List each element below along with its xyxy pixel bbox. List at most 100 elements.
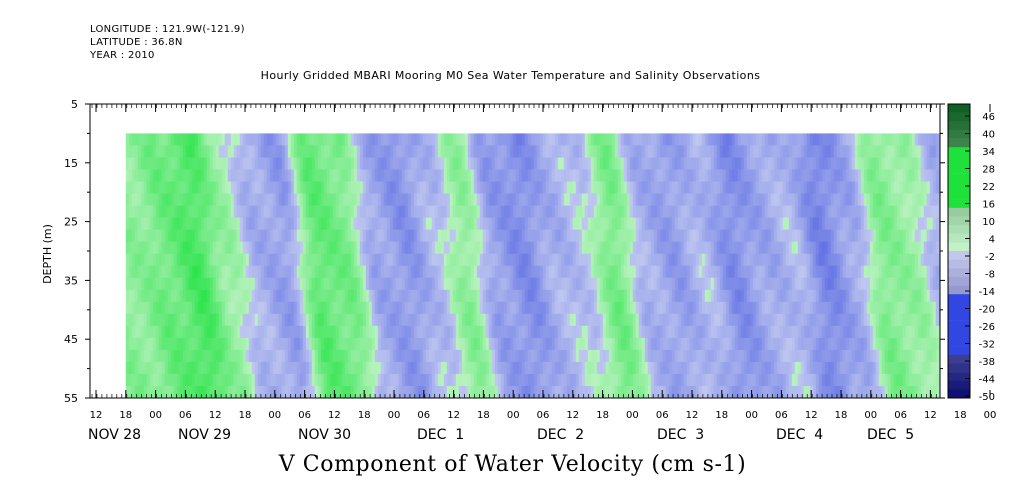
heatmap-cell (404, 277, 409, 291)
heatmap-cell (767, 373, 772, 387)
heatmap-cell (575, 229, 580, 242)
heatmap-cell (152, 289, 157, 303)
heatmap-cell (548, 313, 553, 327)
heatmap-cell (623, 205, 628, 218)
heatmap-cell (689, 277, 694, 291)
heatmap-cell (206, 361, 211, 375)
heatmap-cell (329, 205, 334, 218)
heatmap-cell (635, 229, 640, 242)
heatmap-cell (455, 157, 460, 170)
heatmap-cell (611, 193, 616, 206)
heatmap-cell (635, 325, 640, 339)
heatmap-cell (548, 145, 553, 158)
heatmap-cell (449, 133, 454, 146)
heatmap-cell (344, 325, 349, 339)
heatmap-cell (353, 337, 358, 351)
heatmap-cell (389, 386, 394, 399)
heatmap-cell (191, 193, 196, 206)
heatmap-cell (602, 157, 607, 170)
heatmap-cell (482, 145, 487, 158)
heatmap-cell (683, 229, 688, 242)
heatmap-cell (602, 205, 607, 218)
heatmap-cell (311, 181, 316, 194)
heatmap-cell (338, 133, 343, 146)
heatmap-cell (602, 337, 607, 351)
heatmap-cell (398, 265, 403, 279)
heatmap-cell (581, 325, 586, 339)
heatmap-cell (635, 145, 640, 158)
heatmap-cell (161, 169, 166, 182)
heatmap-cell (209, 386, 214, 399)
heatmap-cell (296, 133, 301, 146)
heatmap-cell (788, 253, 793, 267)
heatmap-cell (134, 169, 139, 182)
heatmap-cell (272, 277, 277, 291)
heatmap-cell (749, 193, 754, 206)
heatmap-cell (152, 157, 157, 170)
heatmap-cell (575, 337, 580, 351)
heatmap-cell (797, 145, 802, 158)
heatmap-cell (548, 289, 553, 303)
heatmap-cell (794, 133, 799, 146)
heatmap-cell (683, 289, 688, 303)
heatmap-cell (254, 265, 259, 279)
heatmap-cell (329, 386, 334, 399)
heatmap-cell (701, 241, 706, 254)
heatmap-cell (542, 169, 547, 182)
heatmap-cell (341, 313, 346, 327)
heatmap-cell (263, 373, 268, 387)
heatmap-cell (575, 133, 580, 146)
heatmap-cell (218, 253, 223, 267)
heatmap-cell (755, 205, 760, 218)
heatmap-cell (467, 181, 472, 194)
heatmap-cell (584, 157, 589, 170)
heatmap-cell (341, 181, 346, 194)
heatmap-cell (566, 229, 571, 242)
heatmap-cell (653, 325, 658, 339)
heatmap-cell (467, 325, 472, 339)
heatmap-cell (455, 229, 460, 242)
heatmap-cell (257, 169, 262, 182)
heatmap-cell (206, 157, 211, 170)
heatmap-cell (410, 169, 415, 182)
heatmap-cell (182, 361, 187, 375)
heatmap-cell (635, 133, 640, 146)
heatmap-cell (368, 253, 373, 267)
heatmap-cell (428, 145, 433, 158)
heatmap-cell (512, 241, 517, 254)
heatmap-cell (233, 229, 238, 242)
heatmap-cell (569, 361, 574, 375)
heatmap-cell (722, 253, 727, 267)
heatmap-cell (479, 217, 484, 230)
heatmap-cell (785, 229, 790, 242)
heatmap-cell (725, 301, 730, 315)
heatmap-cell (341, 277, 346, 291)
heatmap-cell (530, 145, 535, 158)
heatmap-cell (737, 217, 742, 230)
heatmap-cell (632, 169, 637, 182)
heatmap-cell (473, 157, 478, 170)
heatmap-cell (293, 325, 298, 339)
heatmap-cell (299, 145, 304, 158)
heatmap-cell (773, 169, 778, 182)
heatmap-cell (629, 361, 634, 375)
heatmap-cell (242, 313, 247, 327)
heatmap-cell (578, 337, 583, 351)
heatmap-cell (449, 277, 454, 291)
heatmap-cell (161, 265, 166, 279)
heatmap-cell (140, 145, 145, 158)
heatmap-cell (218, 229, 223, 242)
heatmap-cell (266, 325, 271, 339)
heatmap-cell (146, 265, 151, 279)
heatmap-cell (173, 241, 178, 254)
heatmap-cell (203, 337, 208, 351)
heatmap-cell (614, 253, 619, 267)
heatmap-cell (125, 229, 130, 242)
heatmap-cell (308, 386, 313, 399)
heatmap-cell (383, 169, 388, 182)
heatmap-cell (224, 349, 229, 363)
heatmap-cell (590, 265, 595, 279)
heatmap-cell (458, 386, 463, 399)
heatmap-cell (242, 301, 247, 315)
heatmap-cell (653, 349, 658, 363)
